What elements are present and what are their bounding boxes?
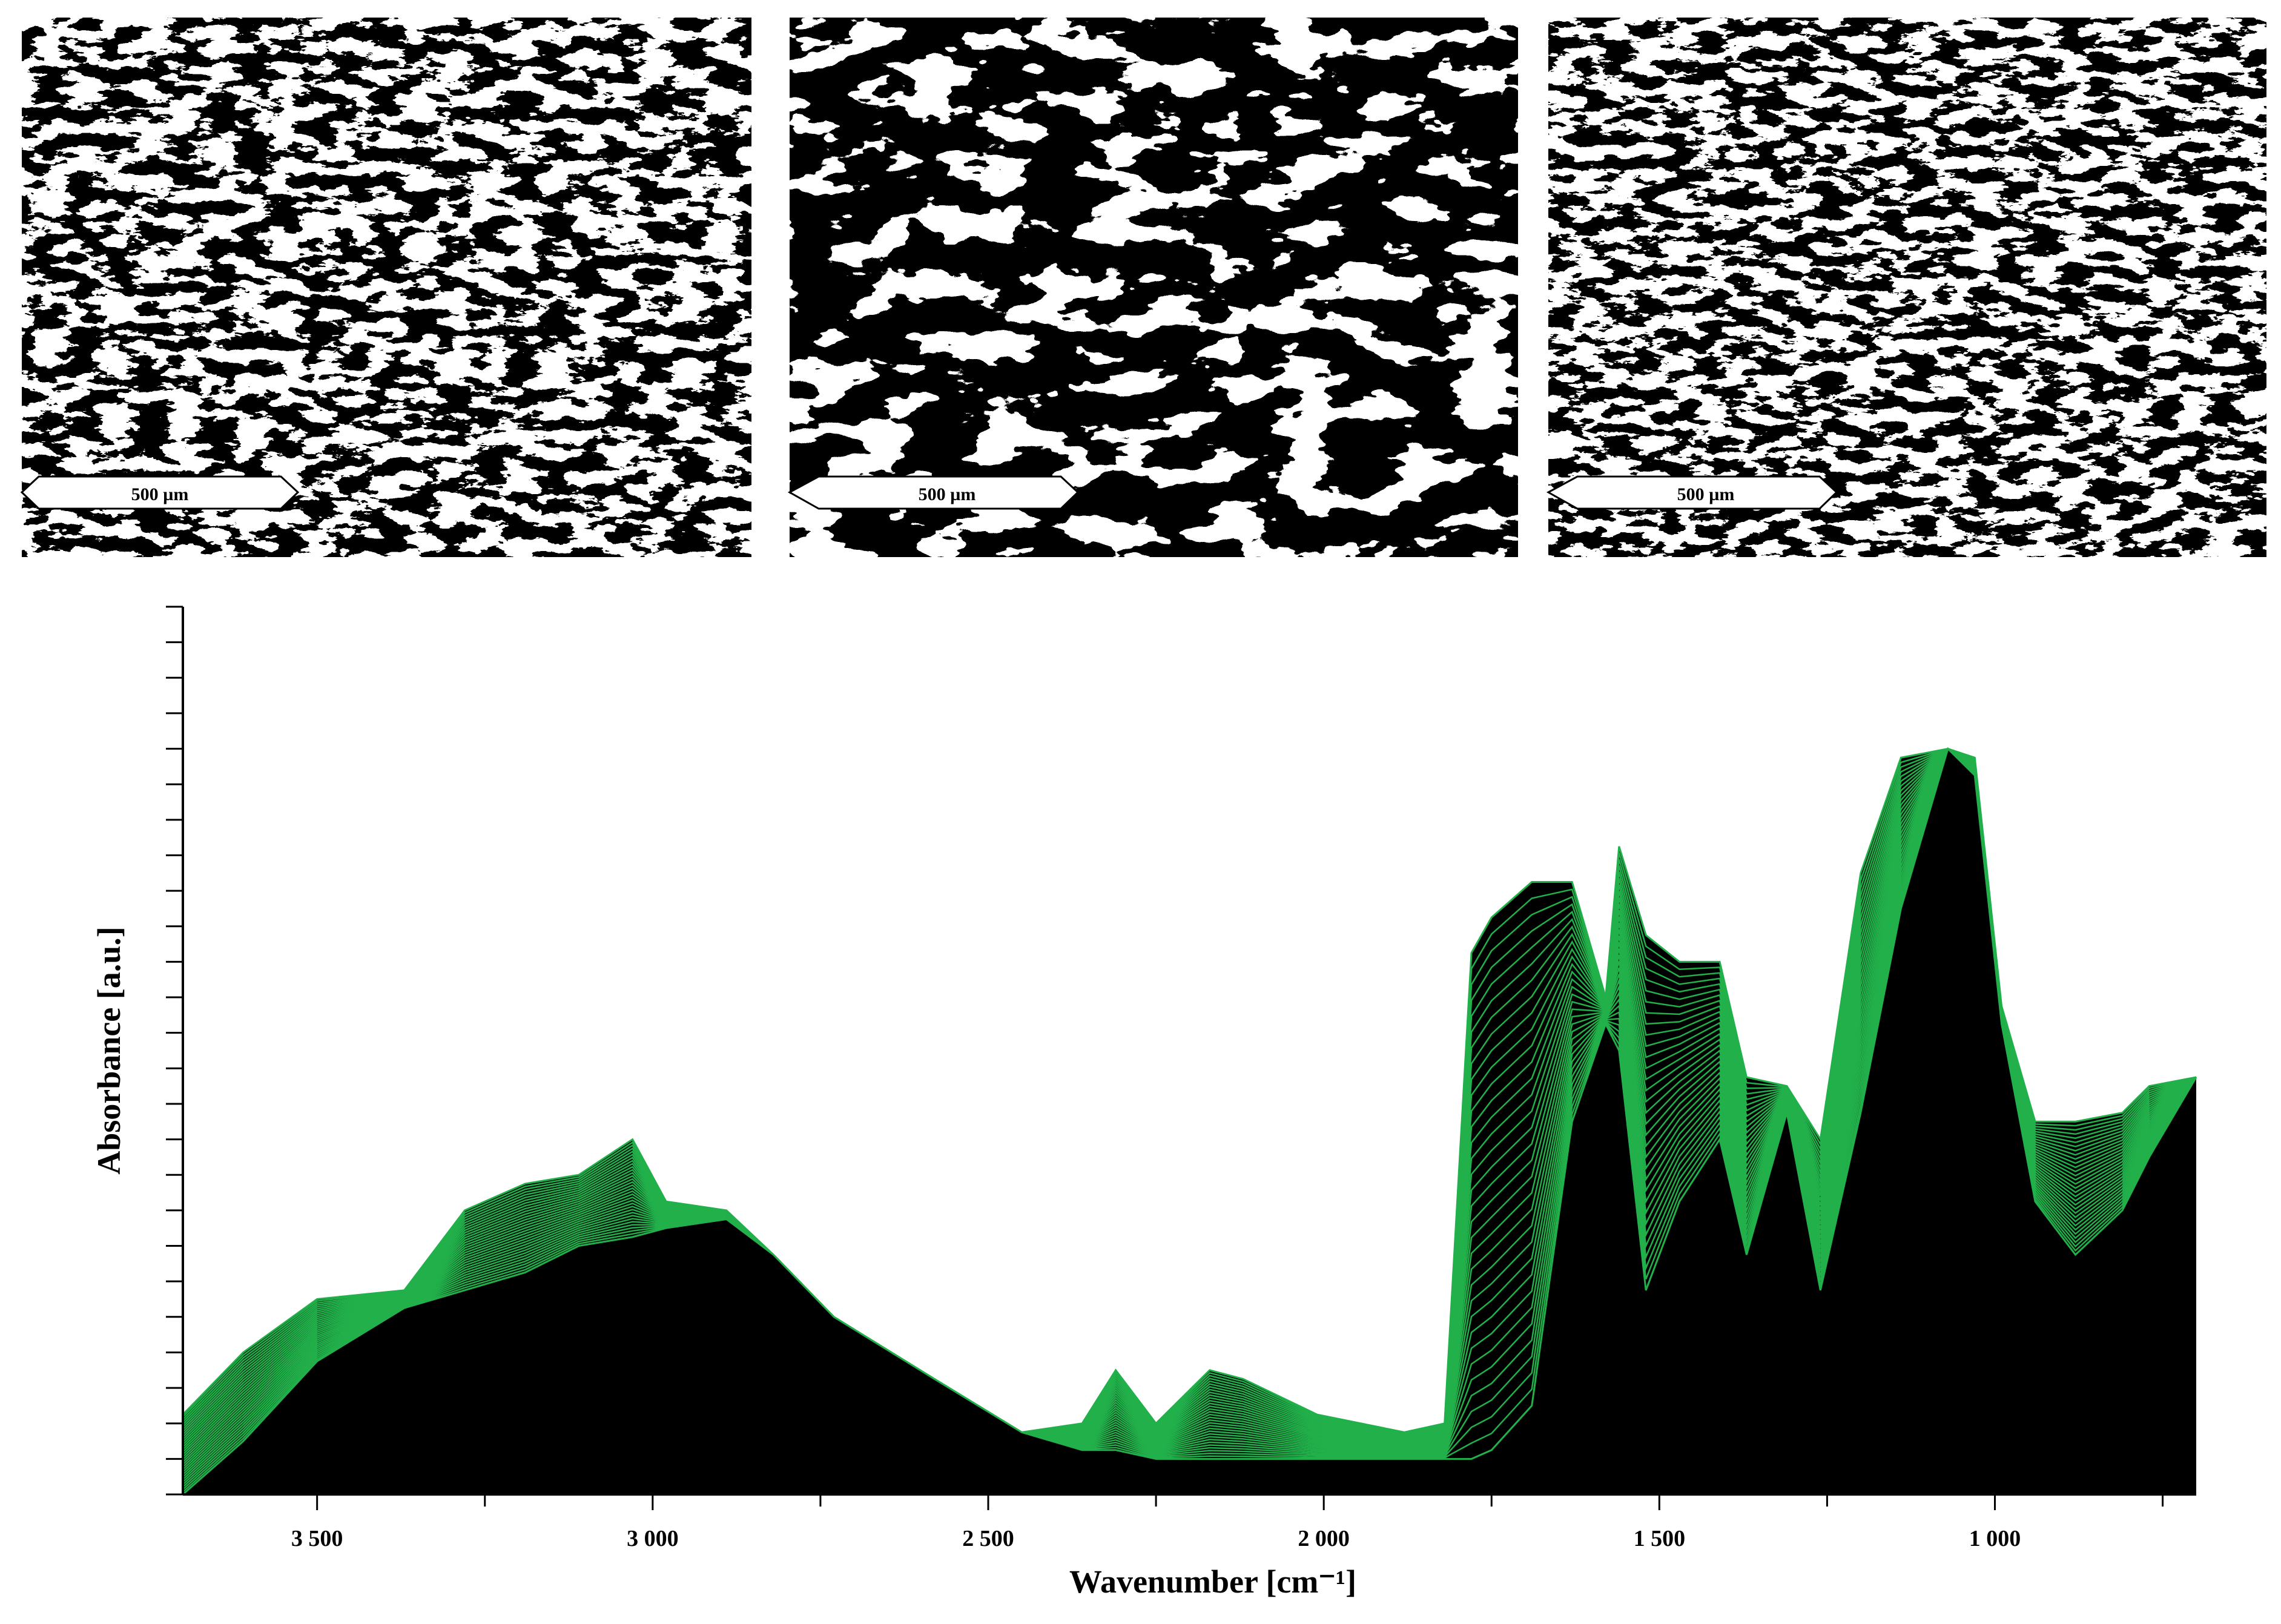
x-tick-label: 3 000 [627, 1526, 679, 1551]
micrograph-image [790, 18, 1518, 557]
scale-bar [787, 475, 1080, 510]
micrograph-image [1548, 18, 2266, 557]
x-tick-label: 1 500 [1634, 1526, 1686, 1551]
scale-bar-label: 500 µm [131, 484, 189, 504]
micrograph: 500 µm [20, 18, 751, 557]
x-tick-label: 1 000 [1969, 1526, 2021, 1551]
scale-bar-label: 500 µm [919, 484, 976, 504]
scale-bar [20, 475, 300, 510]
scale-bar-label: 500 µm [1677, 484, 1735, 504]
x-tick-label: 2 000 [1298, 1526, 1350, 1551]
y-axis-label: Absorbance [a.u.] [91, 926, 127, 1175]
spectrum-area [183, 748, 2196, 1494]
x-tick-label: 3 500 [291, 1526, 343, 1551]
micrograph: 500 µm [787, 18, 1518, 557]
x-tick-label: 2 500 [962, 1526, 1014, 1551]
micrograph: 500 µm [1546, 18, 2266, 557]
scale-bar [1546, 475, 1838, 510]
x-axis-label: Wavenumber [cm⁻¹] [1069, 1563, 1356, 1600]
spectrum-line [182, 747, 2197, 1496]
micrograph-image [22, 18, 751, 557]
